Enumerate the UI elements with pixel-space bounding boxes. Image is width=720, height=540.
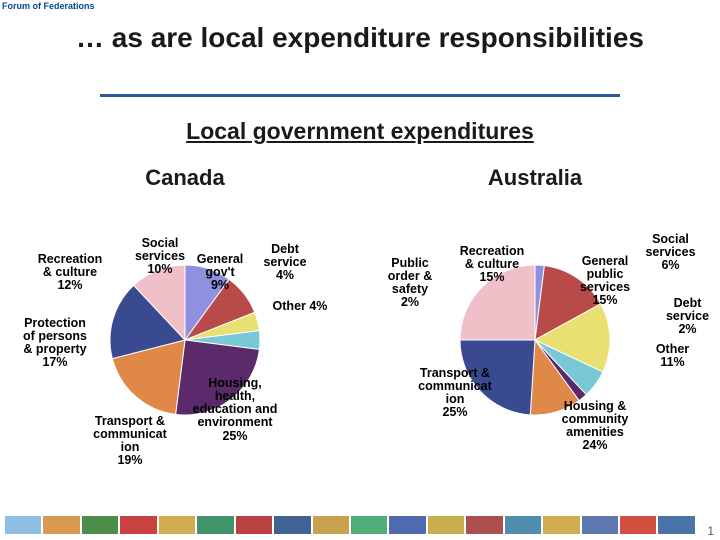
footer-flags [5, 516, 695, 534]
pie-label: Transport & communicat ion 19% [80, 415, 180, 468]
pie-label: Debt service 2% [660, 297, 715, 336]
pie-label: Protection of persons & property 17% [15, 317, 95, 370]
chart-australia: Australia Public order & safety 2% Recrea… [360, 165, 710, 485]
flag-icon [505, 516, 541, 534]
flag-icon [351, 516, 387, 534]
slide-title: … as are local expenditure responsibilit… [0, 22, 720, 54]
title-underline [100, 94, 620, 97]
flag-icon [82, 516, 118, 534]
pie-label: Transport & communicat ion 25% [405, 367, 505, 420]
pie-canada: Social services 10%General gov't 9%Debt … [10, 195, 360, 475]
pie-label: Recreation & culture 12% [30, 253, 110, 292]
subtitle-prefix: Local government [186, 118, 390, 144]
flag-icon [120, 516, 156, 534]
flag-icon [313, 516, 349, 534]
flag-icon [159, 516, 195, 534]
pie-label: General gov't 9% [190, 253, 250, 292]
flag-icon [582, 516, 618, 534]
flag-icon [5, 516, 41, 534]
pie-label: Housing & community amenities 24% [545, 400, 645, 453]
chart-area: Canada Social services 10%General gov't … [0, 165, 720, 485]
pie-label: Debt service 4% [255, 243, 315, 282]
chart-title-australia: Australia [360, 165, 710, 191]
chart-canada: Canada Social services 10%General gov't … [10, 165, 360, 485]
flag-icon [389, 516, 425, 534]
pie-label: Social services 10% [125, 237, 195, 276]
page-number: 1 [707, 524, 714, 538]
pie-australia: Public order & safety 2% Recreation & cul… [360, 195, 710, 475]
slide-subtitle: Local government expenditures [0, 118, 720, 145]
flag-icon [274, 516, 310, 534]
flag-icon [428, 516, 464, 534]
flag-icon [620, 516, 656, 534]
pie-label: Recreation & culture 15% [452, 245, 532, 284]
pie-label: Housing, health, education and environme… [180, 377, 290, 443]
flag-icon [43, 516, 79, 534]
flag-icon [543, 516, 579, 534]
logo: Forum of Federations [2, 2, 95, 12]
flag-icon [197, 516, 233, 534]
flag-icon [466, 516, 502, 534]
subtitle-underlined: expenditures [391, 118, 534, 144]
pie-label: General public services 15% [570, 255, 640, 308]
chart-title-canada: Canada [10, 165, 360, 191]
pie-label: Social services 6% [638, 233, 703, 272]
pie-label: Other 11% [645, 343, 700, 369]
flag-icon [236, 516, 272, 534]
pie-label: Other 4% [265, 300, 335, 313]
flag-icon [658, 516, 694, 534]
pie-label: Public order & safety 2% [380, 257, 440, 310]
